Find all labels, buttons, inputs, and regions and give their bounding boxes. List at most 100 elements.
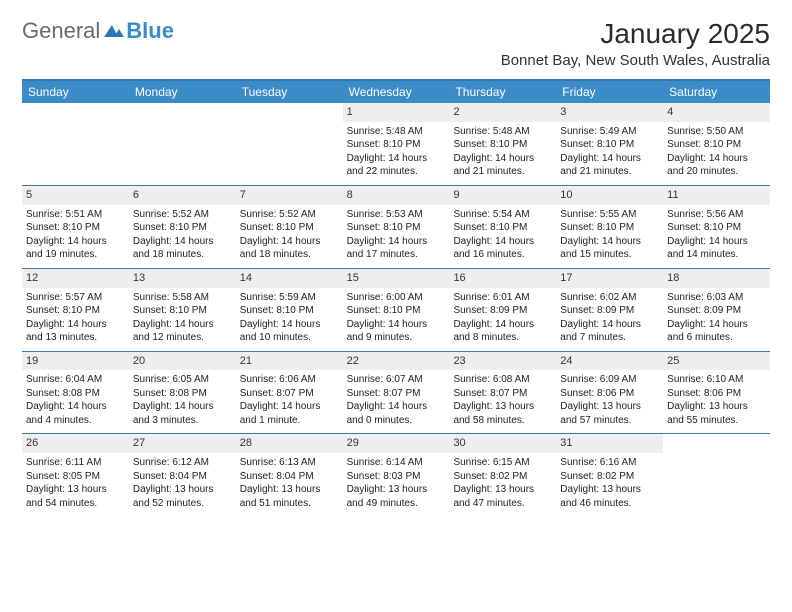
- day-number: 13: [129, 269, 236, 288]
- sunset-line: Sunset: 8:09 PM: [667, 304, 766, 318]
- daylight-line: Daylight: 13 hours and 47 minutes.: [453, 483, 552, 510]
- day-number: 22: [343, 352, 450, 371]
- sunrise-line: Sunrise: 6:01 AM: [453, 291, 552, 305]
- sunrise-line: Sunrise: 5:53 AM: [347, 208, 446, 222]
- sunset-line: Sunset: 8:10 PM: [347, 304, 446, 318]
- day-number: 25: [663, 352, 770, 371]
- week-row: 1Sunrise: 5:48 AMSunset: 8:10 PMDaylight…: [22, 103, 770, 186]
- day-number: 26: [22, 434, 129, 453]
- daylight-line: Daylight: 14 hours and 19 minutes.: [26, 235, 125, 262]
- sunset-line: Sunset: 8:08 PM: [133, 387, 232, 401]
- sunset-line: Sunset: 8:10 PM: [347, 221, 446, 235]
- day-number: 2: [449, 103, 556, 122]
- sunrise-line: Sunrise: 6:14 AM: [347, 456, 446, 470]
- location-subtitle: Bonnet Bay, New South Wales, Australia: [501, 52, 770, 69]
- day-cell: 4Sunrise: 5:50 AMSunset: 8:10 PMDaylight…: [663, 103, 770, 185]
- sunrise-line: Sunrise: 5:51 AM: [26, 208, 125, 222]
- daylight-line: Daylight: 14 hours and 12 minutes.: [133, 318, 232, 345]
- sunrise-line: Sunrise: 5:59 AM: [240, 291, 339, 305]
- daylight-line: Daylight: 14 hours and 0 minutes.: [347, 400, 446, 427]
- day-cell: 16Sunrise: 6:01 AMSunset: 8:09 PMDayligh…: [449, 269, 556, 351]
- daylight-line: Daylight: 14 hours and 8 minutes.: [453, 318, 552, 345]
- day-cell: 11Sunrise: 5:56 AMSunset: 8:10 PMDayligh…: [663, 186, 770, 268]
- sunrise-line: Sunrise: 6:03 AM: [667, 291, 766, 305]
- sunset-line: Sunset: 8:03 PM: [347, 470, 446, 484]
- day-cell: 29 Sunrise: 6:14 AMSunset: 8:03 PMDayligh…: [343, 434, 450, 516]
- daylight-line: Daylight: 14 hours and 18 minutes.: [133, 235, 232, 262]
- sunrise-line: Sunrise: 6:05 AM: [133, 373, 232, 387]
- sunrise-line: Sunrise: 5:56 AM: [667, 208, 766, 222]
- day-cell: 3Sunrise: 5:49 AMSunset: 8:10 PMDaylight…: [556, 103, 663, 185]
- day-cell: 17Sunrise: 6:02 AMSunset: 8:09 PMDayligh…: [556, 269, 663, 351]
- sunset-line: Sunset: 8:10 PM: [667, 221, 766, 235]
- day-cell: 31Sunrise: 6:16 AMSunset: 8:02 PMDayligh…: [556, 434, 663, 516]
- daylight-line: Daylight: 13 hours and 57 minutes.: [560, 400, 659, 427]
- day-number: 18: [663, 269, 770, 288]
- calendar-body: 1Sunrise: 5:48 AMSunset: 8:10 PMDaylight…: [22, 103, 770, 516]
- sunrise-line: Sunrise: 6:00 AM: [347, 291, 446, 305]
- sunrise-line: Sunrise: 5:52 AM: [133, 208, 232, 222]
- week-row: 5Sunrise: 5:51 AMSunset: 8:10 PMDaylight…: [22, 186, 770, 269]
- sunrise-line: Sunrise: 6:11 AM: [26, 456, 125, 470]
- sunrise-line: Sunrise: 6:08 AM: [453, 373, 552, 387]
- day-cell: 1Sunrise: 5:48 AMSunset: 8:10 PMDaylight…: [343, 103, 450, 185]
- daylight-line: Daylight: 14 hours and 10 minutes.: [240, 318, 339, 345]
- day-cell: 5Sunrise: 5:51 AMSunset: 8:10 PMDaylight…: [22, 186, 129, 268]
- sunrise-line: Sunrise: 6:10 AM: [667, 373, 766, 387]
- day-number: 11: [663, 186, 770, 205]
- sunrise-line: Sunrise: 6:12 AM: [133, 456, 232, 470]
- day-cell: 25Sunrise: 6:10 AMSunset: 8:06 PMDayligh…: [663, 352, 770, 434]
- day-number: 19: [22, 352, 129, 371]
- weekday-label: Thursday: [449, 81, 556, 103]
- day-cell: 12Sunrise: 5:57 AMSunset: 8:10 PMDayligh…: [22, 269, 129, 351]
- sunrise-line: Sunrise: 5:49 AM: [560, 125, 659, 139]
- daylight-line: Daylight: 14 hours and 18 minutes.: [240, 235, 339, 262]
- sunset-line: Sunset: 8:07 PM: [453, 387, 552, 401]
- week-row: 19Sunrise: 6:04 AMSunset: 8:08 PMDayligh…: [22, 352, 770, 435]
- sunset-line: Sunset: 8:05 PM: [26, 470, 125, 484]
- logo-text-1: General: [22, 18, 100, 44]
- day-number: 30: [449, 434, 556, 453]
- day-number: 7: [236, 186, 343, 205]
- daylight-line: Daylight: 14 hours and 15 minutes.: [560, 235, 659, 262]
- sunset-line: Sunset: 8:09 PM: [560, 304, 659, 318]
- sunrise-line: Sunrise: 5:54 AM: [453, 208, 552, 222]
- calendar-page: General Blue January 2025 Bonnet Bay, Ne…: [0, 0, 792, 534]
- daylight-line: Daylight: 13 hours and 49 minutes.: [347, 483, 446, 510]
- sunset-line: Sunset: 8:06 PM: [560, 387, 659, 401]
- day-cell: 10Sunrise: 5:55 AMSunset: 8:10 PMDayligh…: [556, 186, 663, 268]
- day-cell: 20Sunrise: 6:05 AMSunset: 8:08 PMDayligh…: [129, 352, 236, 434]
- day-number: 16: [449, 269, 556, 288]
- day-cell: 23Sunrise: 6:08 AMSunset: 8:07 PMDayligh…: [449, 352, 556, 434]
- sunrise-line: Sunrise: 5:48 AM: [453, 125, 552, 139]
- daylight-line: Daylight: 14 hours and 1 minute.: [240, 400, 339, 427]
- daylight-line: Daylight: 14 hours and 21 minutes.: [560, 152, 659, 179]
- day-cell: [663, 434, 770, 516]
- sunrise-line: Sunrise: 5:52 AM: [240, 208, 339, 222]
- calendar-grid: SundayMondayTuesdayWednesdayThursdayFrid…: [22, 79, 770, 516]
- day-cell: 8Sunrise: 5:53 AMSunset: 8:10 PMDaylight…: [343, 186, 450, 268]
- daylight-line: Daylight: 14 hours and 16 minutes.: [453, 235, 552, 262]
- sunrise-line: Sunrise: 6:06 AM: [240, 373, 339, 387]
- day-cell: 7Sunrise: 5:52 AMSunset: 8:10 PMDaylight…: [236, 186, 343, 268]
- sunset-line: Sunset: 8:04 PM: [240, 470, 339, 484]
- sunset-line: Sunset: 8:10 PM: [560, 138, 659, 152]
- daylight-line: Daylight: 14 hours and 21 minutes.: [453, 152, 552, 179]
- sunrise-line: Sunrise: 6:07 AM: [347, 373, 446, 387]
- day-cell: 27Sunrise: 6:12 AMSunset: 8:04 PMDayligh…: [129, 434, 236, 516]
- day-number: 29: [343, 434, 450, 453]
- sunrise-line: Sunrise: 6:16 AM: [560, 456, 659, 470]
- sunset-line: Sunset: 8:10 PM: [347, 138, 446, 152]
- weekday-header: SundayMondayTuesdayWednesdayThursdayFrid…: [22, 81, 770, 103]
- daylight-line: Daylight: 13 hours and 52 minutes.: [133, 483, 232, 510]
- day-cell: 9Sunrise: 5:54 AMSunset: 8:10 PMDaylight…: [449, 186, 556, 268]
- daylight-line: Daylight: 14 hours and 20 minutes.: [667, 152, 766, 179]
- sunset-line: Sunset: 8:10 PM: [560, 221, 659, 235]
- week-row: 26 Sunrise: 6:11 AMSunset: 8:05 PM Dayligh…: [22, 434, 770, 516]
- day-cell: 24Sunrise: 6:09 AMSunset: 8:06 PMDayligh…: [556, 352, 663, 434]
- day-number: 12: [22, 269, 129, 288]
- day-cell: 6Sunrise: 5:52 AMSunset: 8:10 PMDaylight…: [129, 186, 236, 268]
- day-number: 4: [663, 103, 770, 122]
- sunset-line: Sunset: 8:10 PM: [240, 304, 339, 318]
- sunset-line: Sunset: 8:10 PM: [453, 221, 552, 235]
